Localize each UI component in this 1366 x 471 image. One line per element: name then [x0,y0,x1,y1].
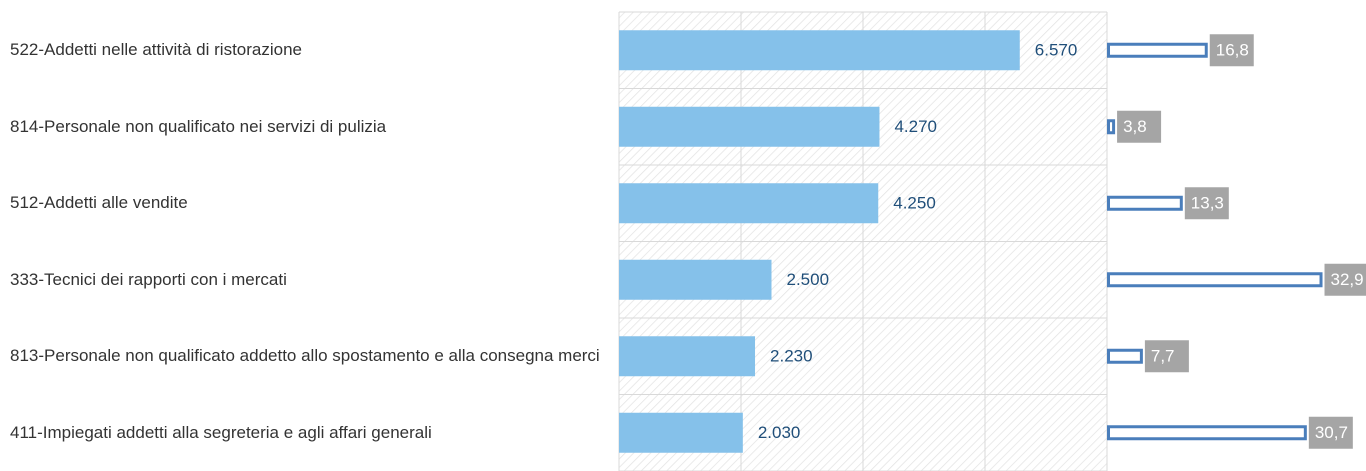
value-label: 30,7 [1315,423,1348,442]
bar-outline [1107,195,1183,211]
bar [619,336,756,377]
bar [619,412,743,453]
category-label: 411-Impiegati addetti alla segreteria e … [10,422,432,442]
label-box [1184,187,1229,220]
value-label: 3,8 [1123,117,1147,136]
label-box [1308,416,1353,449]
bar-outline [1107,425,1307,441]
value-label: 32,9 [1331,270,1364,289]
bar-outline [1107,348,1143,364]
category-label: 522-Addetti nelle attività di ristorazio… [10,40,302,60]
bar [619,106,880,147]
value-label: 2.230 [770,347,813,366]
value-label: 16,8 [1216,41,1249,60]
label-box [1117,110,1162,143]
bar-outline [1107,42,1208,58]
bar-outline [1107,272,1323,288]
category-label: 512-Addetti alle vendite [10,193,188,213]
bar [619,259,772,300]
bar [619,30,1020,71]
label-box [1144,340,1189,373]
category-label: 813-Personale non qualificato addetto al… [10,346,600,366]
bar-outline [1107,119,1116,135]
value-label: 13,3 [1191,194,1224,213]
label-box [1324,263,1366,296]
value-label: 4.250 [893,194,936,213]
label-box [1209,34,1254,67]
category-label: 814-Personale non qualificato nei serviz… [10,116,387,136]
category-label: 333-Tecnici dei rapporti con i mercati [10,269,287,289]
value-label: 7,7 [1151,347,1175,366]
value-label: 4.270 [894,117,937,136]
bar [619,183,879,224]
value-label: 2.500 [787,270,830,289]
value-label: 6.570 [1035,41,1078,60]
value-label: 2.030 [758,423,801,442]
